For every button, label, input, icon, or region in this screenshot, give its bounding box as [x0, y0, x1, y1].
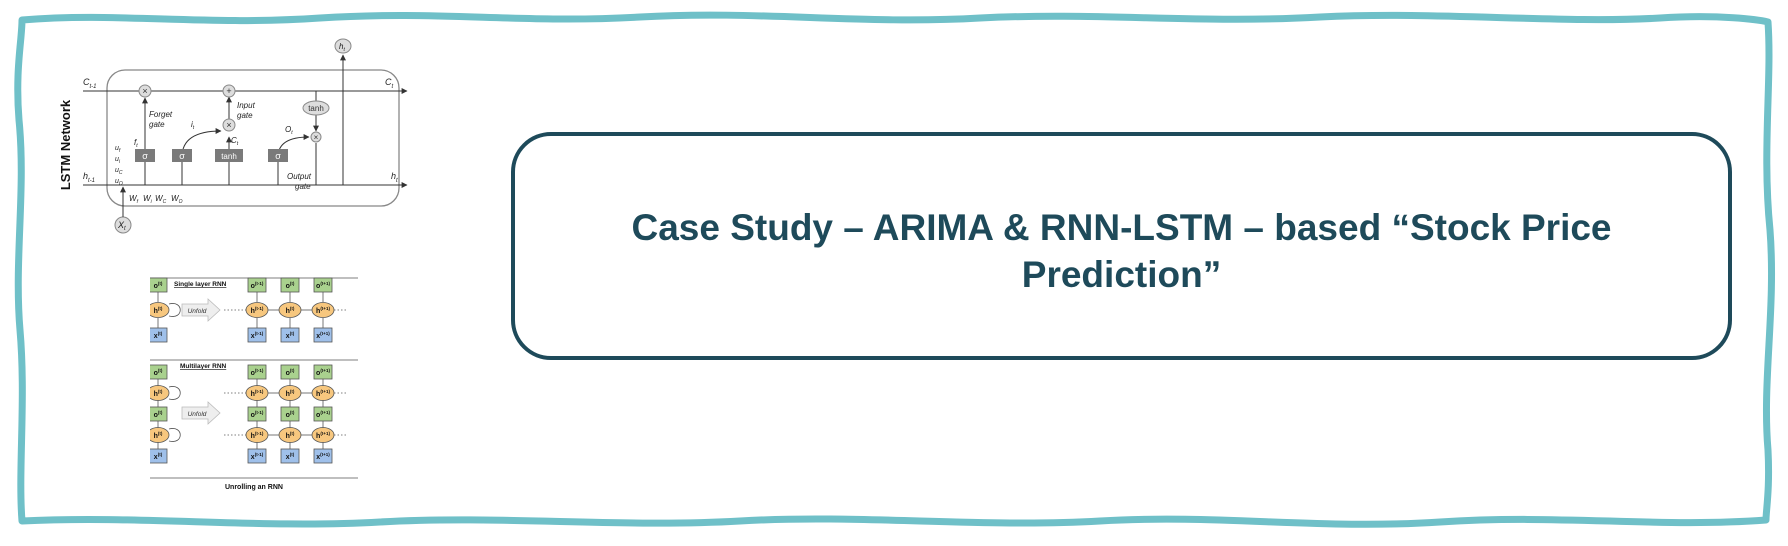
c-next-label: Ct — [385, 77, 394, 90]
multi-o2-2-label: o(t+1) — [316, 368, 330, 377]
f-label: ft — [134, 138, 138, 149]
i-label: it — [191, 120, 195, 131]
x-input-label: Xt — [117, 220, 126, 232]
multi-o2-1-label: o(t) — [286, 368, 295, 377]
h-top-label: ht — [339, 42, 345, 53]
h-top-node — [334, 38, 352, 54]
candidate-tanh-box — [215, 149, 243, 162]
c-prev-label: Ct-1 — [83, 77, 97, 90]
lstm-side-title: LSTM Network — [58, 99, 73, 190]
multi-unfold-label: Unfold — [188, 411, 207, 418]
output-tanh: tanh — [308, 104, 324, 113]
single-h-1-label: h(t) — [286, 306, 295, 315]
multi-h2-1-label: h(t) — [286, 389, 295, 398]
multi-o1-2-label: o(t+1) — [316, 410, 330, 419]
single-recurrent-loop — [168, 303, 181, 317]
single-o-1-label: o(t) — [286, 281, 295, 290]
multi-o2-0-label: o(t-1) — [251, 368, 264, 377]
single-h-shape — [150, 302, 170, 318]
o-label: Ot — [285, 125, 293, 136]
input-multiply: × — [226, 120, 231, 130]
output-multiply-node — [310, 131, 322, 143]
forget-sigma: σ — [142, 151, 148, 161]
output-tanh-node — [302, 100, 330, 116]
multi-o1-0-label: o(t-1) — [251, 410, 264, 419]
multi-h2-label: h(t) — [154, 389, 163, 398]
multi-h1-2-label: h(t+1) — [316, 431, 330, 440]
output-gate-label: Output gate — [287, 172, 312, 191]
input-multiply-node — [222, 118, 236, 132]
single-o-label: o(t) — [154, 281, 163, 290]
slide-title: Case Study – ARIMA & RNN-LSTM – based “S… — [631, 207, 1612, 295]
single-unfold-label: Unfold — [188, 308, 207, 315]
single-h-label: h(t) — [154, 306, 163, 315]
multi-unfold-arrow — [181, 401, 221, 425]
multi-h2-0-label: h(t-1) — [251, 389, 264, 398]
input-gate-label: Input gate — [237, 101, 256, 120]
single-h-2-label: h(t+1) — [316, 306, 330, 315]
forget-multiply-node — [138, 84, 152, 98]
candidate-tanh: tanh — [221, 152, 237, 161]
output-sigma: σ — [275, 151, 281, 161]
rnn-unrolling-diagram: Single layer RNN Multilayer RNN Unrolling … — [150, 277, 358, 491]
h-prev-label: ht-1 — [83, 171, 95, 184]
title-box: Case Study – ARIMA & RNN-LSTM – based “S… — [511, 132, 1732, 360]
input-sigma-box — [172, 149, 192, 162]
h-next-label: ht — [391, 171, 398, 184]
single-x-1-label: x(t) — [286, 331, 295, 340]
wavy-border — [14, 11, 1776, 528]
multi-loop-1 — [168, 428, 181, 442]
single-h-0-label: h(t-1) — [251, 306, 264, 315]
input-add-node — [222, 84, 236, 98]
multi-o2-label: o(t) — [154, 368, 163, 377]
c-tilde-label: Ct — [231, 136, 239, 147]
multilayer-title: Multilayer RNN — [180, 363, 227, 370]
multi-x-label: x(t) — [154, 452, 163, 461]
w-labels: Wf Wi WC WO — [129, 194, 183, 205]
output-multiply: × — [314, 133, 319, 142]
u-labels: uf ui uC uO — [115, 145, 124, 187]
multi-o1-1-label: o(t) — [286, 410, 295, 419]
multi-loop-2 — [168, 386, 181, 400]
lstm-cell-box — [106, 69, 400, 207]
multi-x-1-label: x(t) — [286, 452, 295, 461]
single-x-label: x(t) — [154, 331, 163, 340]
multi-h2-2-label: h(t+1) — [316, 389, 330, 398]
single-x-0-label: x(t-1) — [251, 331, 264, 340]
forget-multiply: × — [142, 86, 147, 96]
single-o-2-label: o(t+1) — [316, 281, 330, 290]
forget-gate-label: Forget gate — [149, 110, 173, 129]
single-x-2-label: x(t+1) — [316, 331, 330, 340]
single-o-0-label: o(t-1) — [251, 281, 264, 290]
rnn-caption: Unrolling an RNN — [225, 484, 283, 491]
single-layer-title: Single layer RNN — [174, 281, 227, 288]
multi-h1-1-label: h(t) — [286, 431, 295, 440]
input-sigma: σ — [179, 151, 185, 161]
output-sigma-box — [268, 149, 288, 162]
multi-h1-0-label: h(t-1) — [251, 431, 264, 440]
multi-h1-label: h(t) — [154, 431, 163, 440]
single-h-2-shape — [311, 302, 335, 318]
multi-x-0-label: x(t-1) — [251, 452, 264, 461]
multi-o1-label: o(t) — [154, 410, 163, 419]
forget-sigma-box — [135, 149, 155, 162]
multi-x-2-label: x(t+1) — [316, 452, 330, 461]
lstm-cell-diagram: LSTM Network Ct-1 Ct ht-1 ht ht Xt σ σ t… — [58, 38, 408, 234]
single-unfold-arrow — [181, 298, 221, 322]
input-add: + — [226, 86, 231, 96]
